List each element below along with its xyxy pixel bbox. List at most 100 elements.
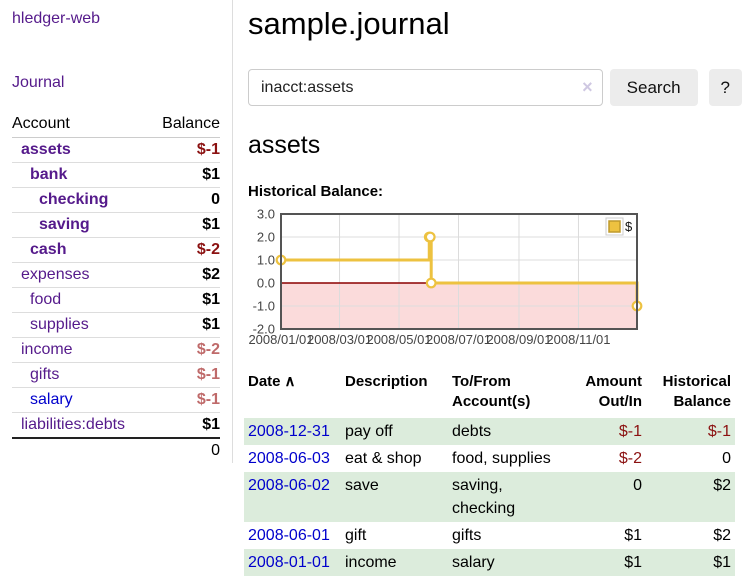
register-balance: $1 [713, 554, 731, 571]
journal-link[interactable]: Journal [12, 74, 65, 91]
column-header-balance: Historical Balance [662, 373, 731, 410]
account-row: cash $-2 [12, 237, 220, 263]
account-heading: assets [248, 131, 321, 159]
data-point-marker [425, 277, 437, 289]
sidebar-account-link[interactable]: saving [39, 216, 90, 233]
register-date-link[interactable]: 2008-06-02 [248, 477, 330, 494]
register-row: 2008-12-31 pay off debts $-1 $-1 [244, 418, 735, 445]
register-accounts: debts [452, 423, 492, 440]
account-balance: $-2 [149, 237, 220, 263]
register-row: 2008-06-03 eat & shop food, supplies $-2… [244, 445, 735, 472]
accounts-total-row: 0 [12, 437, 220, 463]
y-axis-tick-label: 0.0 [257, 276, 275, 291]
account-row: bank $1 [12, 162, 220, 188]
sidebar-account-link[interactable]: expenses [21, 266, 90, 283]
register-date-link[interactable]: 2008-06-01 [248, 527, 330, 544]
x-axis-tick-label: 2008/09/01 [486, 332, 551, 347]
help-button[interactable]: ? [708, 69, 742, 106]
x-axis-tick-label: 2008/01/01 [248, 332, 313, 347]
sidebar-account-link[interactable]: gifts [30, 366, 60, 383]
x-axis-tick-label: 2008/07/01 [426, 332, 491, 347]
accounts-total: 0 [149, 437, 220, 463]
sidebar-account-link[interactable]: checking [39, 191, 109, 208]
y-axis-tick-label: 1.0 [257, 253, 275, 268]
register-accounts: food, supplies [452, 450, 551, 467]
legend-swatch [608, 220, 621, 233]
register-date-link[interactable]: 2008-12-31 [248, 423, 330, 440]
account-balance: $-1 [149, 137, 220, 163]
search-button[interactable]: Search [609, 69, 698, 106]
account-row: supplies $1 [12, 312, 220, 338]
x-axis-tick-label: 2008/05/01 [366, 332, 431, 347]
balance-chart: $3.0 2.0 1.0 0.0 -1.0 -2.0 2008/01/01 2008/03/0… [248, 207, 742, 347]
accounts-header-account: Account [12, 113, 150, 138]
register-balance: $2 [713, 477, 731, 494]
search-input[interactable] [248, 69, 603, 106]
chart-title: Historical Balance: [248, 183, 384, 200]
register-amount: $-1 [618, 423, 642, 440]
page-title: sample.journal [248, 6, 450, 41]
sidebar-account-link[interactable]: supplies [30, 316, 89, 333]
search-form: × Search ? [248, 69, 742, 106]
register-table: Date ∧ Description To/From Account(s) Amo… [244, 372, 735, 576]
sort-asc-icon: ∧ [284, 373, 296, 390]
sidebar-account-link[interactable]: cash [30, 241, 67, 258]
plot-border [280, 213, 638, 330]
register-balance: 0 [722, 450, 731, 467]
account-balance: $-1 [149, 387, 220, 413]
register-description: income [345, 554, 397, 571]
account-row: gifts $-1 [12, 362, 220, 388]
sidebar-account-link[interactable]: salary [30, 391, 73, 408]
nav-journal: Journal [12, 74, 220, 92]
clear-search-icon[interactable]: × [582, 77, 593, 97]
accounts-header-balance: Balance [149, 113, 220, 138]
column-header-accounts: To/From Account(s) [452, 373, 531, 410]
register-row: 2008-06-02 save saving, checking 0 $2 [244, 472, 735, 522]
account-row: income $-2 [12, 337, 220, 363]
register-row: 2008-06-01 gift gifts $1 $2 [244, 522, 735, 549]
register-balance: $-1 [707, 423, 731, 440]
y-axis-tick-label: 3.0 [257, 207, 275, 222]
app-title-link[interactable]: hledger-web [12, 10, 101, 27]
account-row: liabilities:debts $1 [12, 412, 220, 439]
register-description: pay off [345, 423, 393, 440]
account-row: expenses $2 [12, 262, 220, 288]
register-date-link[interactable]: 2008-01-01 [248, 554, 330, 571]
legend-label: $ [625, 219, 633, 234]
register-balance: $2 [713, 527, 731, 544]
account-balance: $1 [149, 162, 220, 188]
register-date-link[interactable]: 2008-06-03 [248, 450, 330, 467]
sidebar-account-link[interactable]: assets [21, 141, 71, 158]
account-balance: $1 [149, 287, 220, 313]
column-header-date[interactable]: Date ∧ [248, 373, 296, 390]
register-description: gift [345, 527, 367, 544]
register-accounts: saving, checking [452, 477, 516, 517]
sidebar-account-link[interactable]: food [30, 291, 62, 308]
sidebar-account-link[interactable]: income [21, 341, 73, 358]
account-balance: 0 [149, 187, 220, 213]
register-accounts: gifts [452, 527, 482, 544]
register-amount: $1 [624, 527, 642, 544]
x-axis-tick-label: 2008/11/01 [546, 332, 610, 347]
y-axis-tick-label: -2.0 [253, 322, 275, 337]
balance-chart-svg: $3.0 2.0 1.0 0.0 -1.0 -2.02008/01/012008/03/0… [248, 207, 643, 347]
account-balance: $-1 [149, 362, 220, 388]
account-balance: $2 [149, 262, 220, 288]
account-row: salary $-1 [12, 387, 220, 413]
accounts-table: Account Balance assets $-1 bank $1 check… [12, 113, 220, 463]
app-title: hledger-web [12, 10, 220, 28]
sidebar-account-link[interactable]: liabilities:debts [21, 416, 126, 433]
account-row: assets $-1 [12, 137, 220, 163]
account-balance: $1 [149, 212, 220, 238]
column-header-amount: Amount Out/In [585, 373, 642, 410]
account-row: food $1 [12, 287, 220, 313]
column-header-description: Description [345, 373, 428, 390]
register-description: eat & shop [345, 450, 422, 467]
register-description: save [345, 477, 379, 494]
y-axis-tick-label: -1.0 [253, 299, 275, 314]
sidebar-account-link[interactable]: bank [30, 166, 68, 183]
register-amount: $1 [624, 554, 642, 571]
account-balance: $1 [149, 412, 220, 439]
account-row: checking 0 [12, 187, 220, 213]
register-amount: 0 [633, 477, 642, 494]
